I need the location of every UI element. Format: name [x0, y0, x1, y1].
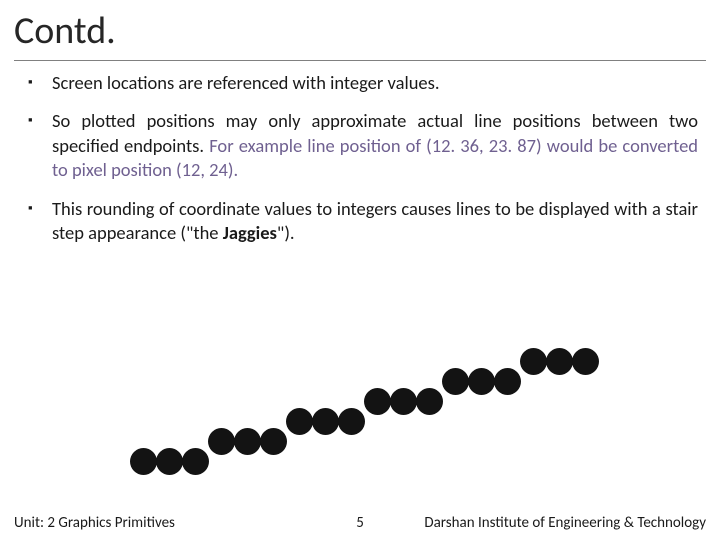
jaggies-dot	[286, 408, 313, 435]
jaggies-diagram	[130, 310, 610, 490]
bullet-3-text: This rounding of coordinate values to in…	[52, 197, 698, 246]
jaggies-dot	[338, 408, 365, 435]
jaggies-dot	[130, 448, 157, 475]
jaggies-dot	[572, 348, 599, 375]
footer-institute: Darshan Institute of Engineering & Techn…	[424, 514, 706, 532]
bullet-1-text: Screen locations are referenced with int…	[52, 71, 698, 95]
bullet-2: ▪ So plotted positions may only approxim…	[28, 109, 698, 182]
jaggies-dot	[312, 408, 339, 435]
jaggies-dot	[520, 348, 547, 375]
bullet-1: ▪ Screen locations are referenced with i…	[28, 71, 698, 95]
content-area: ▪ Screen locations are referenced with i…	[0, 61, 720, 245]
jaggies-dot	[208, 428, 235, 455]
jaggies-dot	[442, 368, 469, 395]
jaggies-dot	[234, 428, 261, 455]
slide-title: Contd.	[0, 0, 720, 60]
jaggies-dot	[390, 388, 417, 415]
jaggies-dot	[416, 388, 443, 415]
bullet-3: ▪ This rounding of coordinate values to …	[28, 197, 698, 246]
bullet-2-text: So plotted positions may only approximat…	[52, 109, 698, 182]
jaggies-dot	[182, 448, 209, 475]
jaggies-dot	[468, 368, 495, 395]
bullet-marker-icon: ▪	[28, 197, 52, 246]
jaggies-dot	[494, 368, 521, 395]
footer: Unit: 2 Graphics Primitives 5 Darshan In…	[0, 514, 720, 540]
bullet-3-suffix: ").	[277, 221, 295, 244]
jaggies-dot	[364, 388, 391, 415]
jaggies-dot	[156, 448, 183, 475]
bullet-3-bold: Jaggies	[223, 221, 277, 244]
bullet-marker-icon: ▪	[28, 71, 52, 95]
bullet-3-prefix: This rounding of coordinate values to in…	[52, 197, 698, 244]
jaggies-dot	[546, 348, 573, 375]
jaggies-dot	[260, 428, 287, 455]
bullet-marker-icon: ▪	[28, 109, 52, 182]
